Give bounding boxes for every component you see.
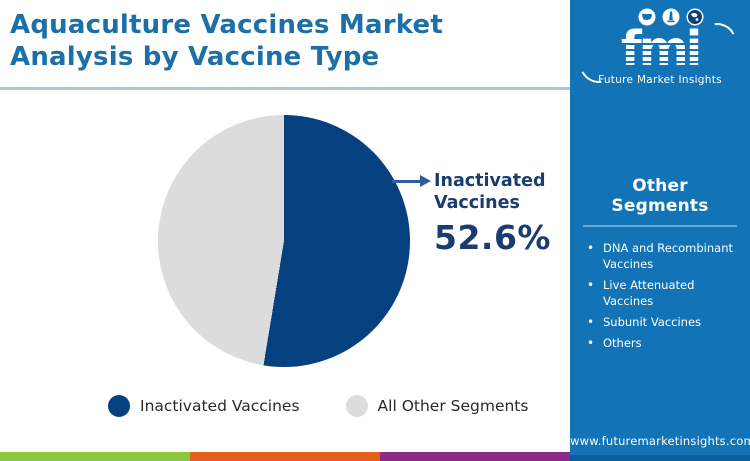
segment-list-item: DNA and Recombinant Vaccines: [587, 240, 737, 272]
logo-subtitle: Future Market Insights: [598, 73, 722, 86]
pie-chart: [158, 115, 410, 367]
callout-label-line2: Vaccines: [434, 192, 520, 213]
other-segments-section: Other Segments DNA and Recombinant Vacci…: [583, 176, 737, 357]
legend-item: Inactivated Vaccines: [108, 395, 300, 417]
other-segments-heading: Other Segments: [611, 176, 709, 216]
strip-segment-purple: [380, 452, 570, 461]
page-title-line1: Aquaculture Vaccines Market: [10, 10, 444, 40]
callout-arrowhead-icon: [420, 175, 431, 187]
heading-underline: [583, 225, 737, 227]
fmi-wordmark-stripes: [616, 39, 704, 67]
legend-label: Inactivated Vaccines: [140, 397, 300, 415]
logo-icons: [592, 8, 750, 26]
legend-dot-inactivated: [108, 395, 130, 417]
legend-dot-other: [345, 395, 368, 417]
fmi-logo: fmi Future Market Insights: [570, 8, 750, 88]
segment-list-item: Subunit Vaccines: [587, 314, 737, 331]
pie-callout: Inactivated Vaccines 52.6%: [434, 171, 551, 257]
strip-segment-orange: [190, 452, 380, 461]
legend-item: All Other Segments: [345, 395, 529, 417]
legend-label: All Other Segments: [377, 397, 529, 415]
segment-list-item: Others: [587, 335, 737, 352]
segment-list-item: Live Attenuated Vaccines: [587, 277, 737, 309]
fmi-wordmark: fmi: [616, 25, 704, 73]
chart-panel: Aquaculture Vaccines Market Analysis by …: [0, 10, 570, 461]
callout-value: 52.6%: [434, 217, 551, 257]
sidebar: fmi Future Market Insights Other Segment…: [570, 0, 750, 461]
title-divider: [0, 87, 570, 90]
segment-list: DNA and Recombinant Vaccines Live Attenu…: [583, 240, 737, 352]
sidebar-bottom-bar: [570, 455, 750, 461]
globe-icon: [686, 8, 704, 26]
page-title-line2: Analysis by Vaccine Type: [10, 41, 380, 72]
footer-color-strip: [0, 452, 570, 461]
strip-segment-green: [0, 452, 190, 461]
usa-map-icon: [638, 8, 656, 26]
callout-arrow-icon: [392, 180, 422, 183]
monument-icon: [662, 8, 680, 26]
legend: Inactivated Vaccines All Other Segments: [108, 395, 528, 417]
callout-label-line1: Inactivated: [434, 171, 546, 191]
page-title: Aquaculture Vaccines Market Analysis by …: [10, 10, 555, 73]
website-link[interactable]: www.futuremarketinsights.com: [570, 434, 750, 448]
